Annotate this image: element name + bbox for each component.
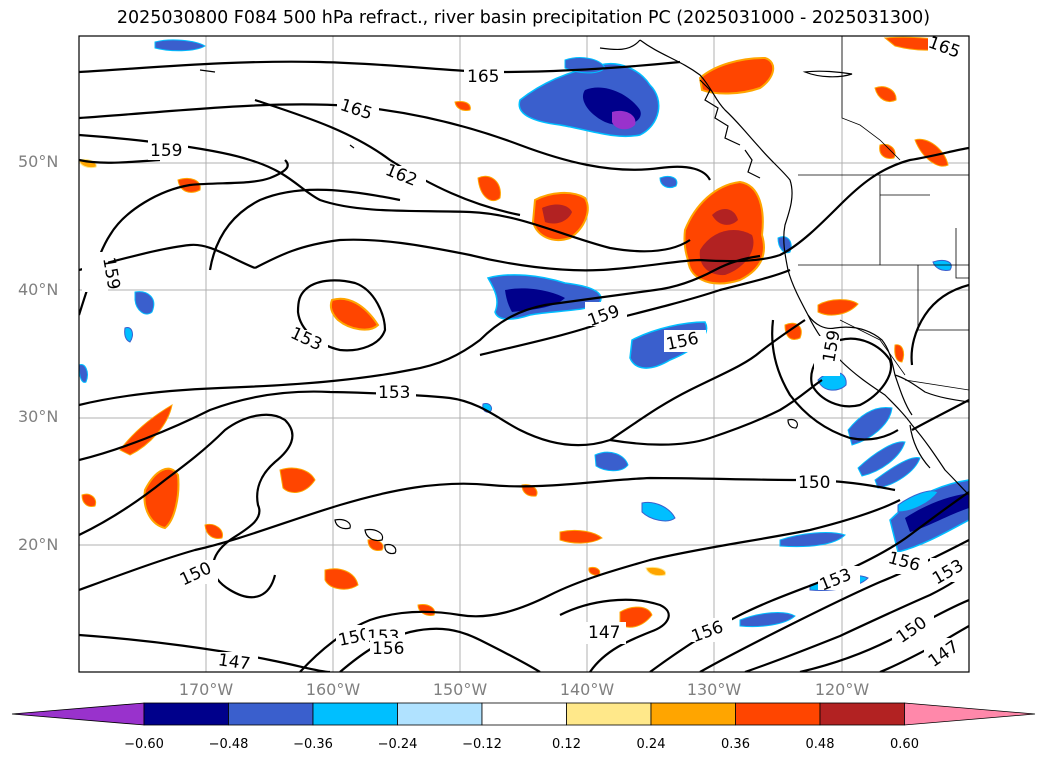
colorbar-swatch [397,702,483,726]
pos-area-56n-126w [698,56,775,95]
lat-label: 30°N [18,407,59,426]
contour-label: 165 [467,67,499,87]
lat-label: 40°N [18,280,59,299]
map-title: 2025030800 F084 500 hPa refract., river … [116,8,931,28]
lat-label: 20°N [18,535,59,554]
colorbar-tick: 0.60 [890,737,919,752]
lon-label: 120°W [814,680,870,699]
contour-label: 147 [588,623,620,643]
contour-labels: 165 165 165 162 159 159 159 159 156 153 … [82,36,969,674]
lon-label: 130°W [686,680,742,699]
colorbar-swatch [819,702,905,726]
colorbar-tick: 0.24 [636,737,666,752]
colorbar-tick: −0.60 [124,737,164,752]
colorbar-tick: 0.12 [552,737,581,752]
lat-label: 50°N [18,152,59,171]
colorbar [11,702,1036,726]
lon-label: 170°W [178,680,234,699]
colorbar-extend-high [904,702,1036,726]
colorbar-tick: −0.48 [208,737,249,752]
contour-label: 147 [217,650,252,674]
map-panel: 165 165 165 162 159 159 159 159 156 153 … [79,36,969,674]
refractivity-contours [79,60,969,672]
colorbar-swatch [312,702,398,726]
colorbar-swatch [735,702,821,726]
contour-label: 159 [150,141,182,161]
colorbar-swatch [228,702,314,726]
colorbar-tick: 0.48 [805,737,835,752]
map-frame [78,35,970,673]
colorbar-swatch [650,702,736,726]
colorbar-tick: 0.36 [721,737,750,752]
colorbar-tick: −0.12 [462,737,502,752]
lon-label: 150°W [432,680,488,699]
colorbar-swatch [481,702,567,726]
contour-label: 150 [798,473,830,493]
colorbar-tick: −0.24 [377,737,418,752]
lon-label: 160°W [305,680,361,699]
contour-label: 153 [378,383,410,403]
colorbar-swatch [143,702,229,726]
colorbar-tick: −0.36 [293,737,333,752]
colorbar-swatch [566,702,652,726]
political-borders [798,36,969,391]
colorbar-extend-low [11,702,145,726]
contour-label: 156 [372,639,404,659]
lon-label: 140°W [559,680,615,699]
